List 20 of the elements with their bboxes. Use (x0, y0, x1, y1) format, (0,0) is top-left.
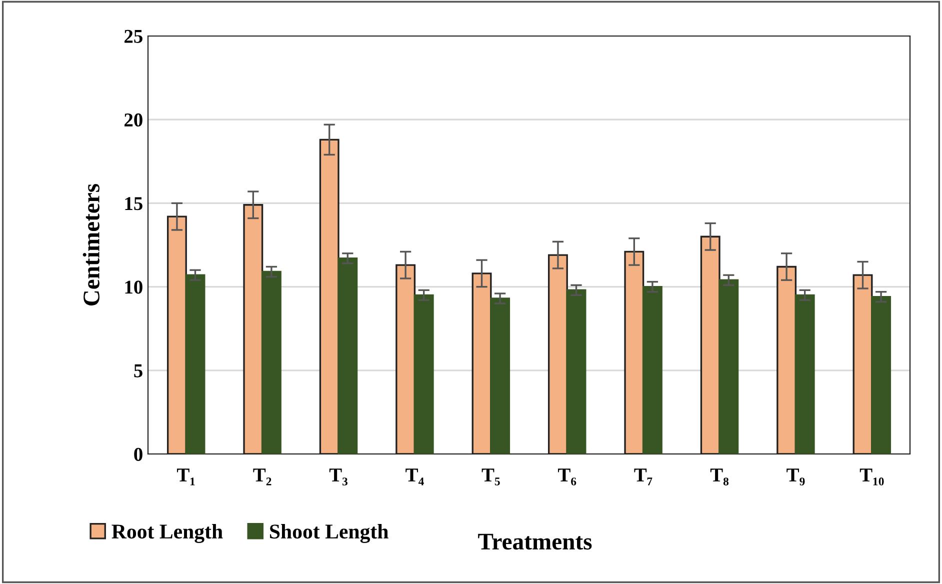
y-tick-label: 20 (124, 113, 142, 127)
x-tick-label: T₈ (710, 468, 729, 486)
y-tick-label: 0 (134, 448, 142, 461)
y-tick-label: 15 (125, 197, 142, 210)
y-axis-title: Centimeters (82, 184, 100, 306)
x-tick-label: T₃ (329, 468, 348, 486)
y-tick-label: 25 (124, 30, 142, 43)
x-tick-label: T₂ (253, 468, 272, 486)
x-tick-label: T₆ (558, 468, 576, 486)
x-tick-label: T₄ (406, 468, 424, 486)
x-tick-label: T₉ (786, 468, 805, 486)
x-tick-label: T₇ (634, 468, 652, 486)
y-tick-label: 5 (134, 364, 142, 378)
x-tick-label: T₁₀ (860, 468, 884, 486)
legend-label: Root Length (112, 524, 223, 544)
y-tick-label: 10 (125, 280, 142, 294)
x-tick-label: T₁ (177, 468, 195, 486)
x-axis-title: Treatments (478, 534, 592, 550)
legend-label: Shoot Length (270, 524, 388, 544)
x-tick-label: T₅ (482, 468, 500, 486)
